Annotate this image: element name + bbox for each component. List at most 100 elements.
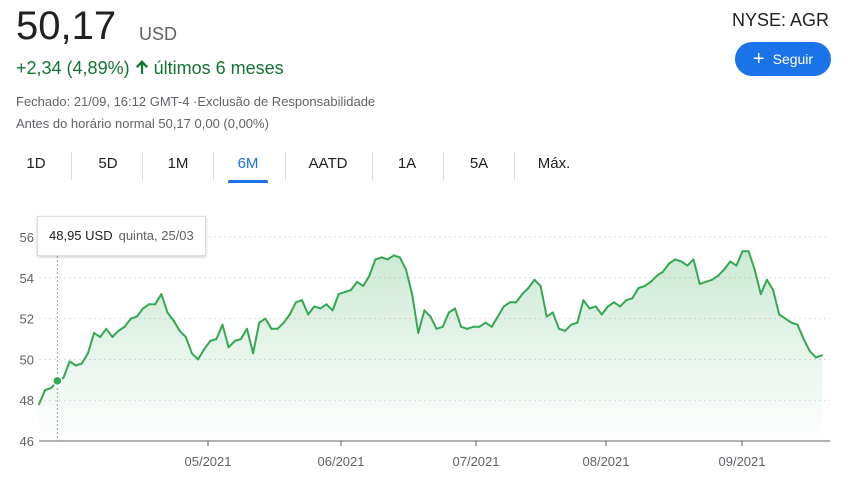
active-tab-indicator bbox=[228, 180, 268, 183]
stock-price: 50,17 bbox=[16, 4, 117, 48]
market-closed-info: Fechado: 21/09, 16:12 GMT-4 ·Exclusão de… bbox=[16, 94, 376, 109]
price-line-segment bbox=[551, 311, 560, 330]
price-line-segment bbox=[796, 323, 805, 340]
price-line-segment bbox=[227, 340, 236, 349]
price-line-segment bbox=[502, 301, 511, 308]
price-line-segment bbox=[246, 327, 255, 355]
tab-1m[interactable]: 1M bbox=[167, 155, 189, 172]
tab-divider bbox=[514, 152, 515, 180]
price-line-segment bbox=[680, 260, 689, 267]
price-line-segment bbox=[68, 360, 77, 367]
x-tick-label: 09/2021 bbox=[719, 454, 766, 469]
y-tick-label: 48 bbox=[20, 393, 34, 408]
price-line-segment bbox=[197, 348, 206, 361]
tab-max[interactable]: Máx. bbox=[537, 155, 571, 172]
price-line-segment bbox=[288, 301, 297, 316]
y-tick-label: 52 bbox=[20, 312, 34, 327]
price-line-segment bbox=[429, 315, 438, 330]
price-line-segment bbox=[264, 317, 273, 330]
price-line-segment bbox=[668, 258, 677, 265]
price-line-segment bbox=[93, 331, 102, 338]
price-line-segment bbox=[435, 325, 444, 330]
price-line-segment bbox=[239, 327, 248, 340]
price-line-segment bbox=[558, 327, 567, 332]
price-line-segment bbox=[478, 321, 487, 328]
follow-button[interactable]: + Seguir bbox=[735, 42, 831, 76]
price-line-segment bbox=[454, 307, 463, 328]
x-tick-label: 07/2021 bbox=[453, 454, 500, 469]
price-line-segment bbox=[190, 352, 199, 361]
price-line-segment bbox=[337, 291, 346, 296]
price-area-fill bbox=[39, 251, 822, 441]
arrow-up-icon bbox=[135, 58, 149, 80]
price-line-segment bbox=[606, 301, 615, 308]
price-line-segment bbox=[790, 321, 799, 326]
y-tick-label: 54 bbox=[20, 271, 34, 286]
price-line-segment bbox=[594, 305, 603, 316]
price-line-segment bbox=[662, 262, 671, 273]
price-line-segment bbox=[405, 268, 414, 296]
hover-tooltip: 48,95 USD quinta, 25/03 bbox=[37, 216, 206, 256]
price-line-segment bbox=[521, 287, 530, 296]
price-line-segment bbox=[674, 258, 683, 263]
tab-5a[interactable]: 5A bbox=[469, 155, 489, 172]
plus-icon: + bbox=[752, 48, 765, 70]
tab-1d[interactable]: 1D bbox=[26, 155, 46, 172]
price-line-segment bbox=[533, 278, 542, 287]
price-line-segment bbox=[704, 278, 713, 283]
price-line-segment bbox=[496, 305, 505, 318]
price-line-segment bbox=[313, 305, 322, 310]
price-line-segment bbox=[545, 311, 554, 318]
price-line-segment bbox=[784, 317, 793, 324]
price-line-segment bbox=[307, 305, 316, 316]
tab-divider bbox=[285, 152, 286, 180]
price-line-segment bbox=[319, 303, 328, 310]
tooltip-value: 48,95 USD bbox=[49, 228, 113, 243]
tab-divider bbox=[372, 152, 373, 180]
price-line-segment bbox=[411, 293, 420, 334]
price-line-segment bbox=[466, 325, 475, 330]
price-line-segment bbox=[86, 331, 96, 355]
price-line-segment bbox=[62, 360, 71, 379]
time-range-tabs: 1D 5D 1M 6M AATD 1A 5A Máx. bbox=[0, 150, 600, 186]
price-line-segment bbox=[184, 336, 193, 355]
price-chart[interactable]: 46 48 50 52 54 56 05/2021 06/2021 07/2021 08/202… bbox=[0, 195, 865, 484]
price-line-segment bbox=[398, 256, 407, 271]
price-line-segment bbox=[294, 299, 303, 304]
tab-aatd[interactable]: AATD bbox=[308, 155, 348, 172]
price-line-segment bbox=[778, 313, 787, 320]
tab-1a[interactable]: 1A bbox=[397, 155, 417, 172]
y-tick-label: 50 bbox=[20, 352, 34, 367]
price-line-segment bbox=[111, 329, 120, 338]
x-tick-label: 05/2021 bbox=[185, 454, 232, 469]
price-line-segment bbox=[380, 256, 389, 261]
price-line-segment bbox=[600, 305, 609, 316]
price-line-segment bbox=[460, 325, 469, 330]
price-line-segment bbox=[129, 315, 138, 320]
y-tick-label: 46 bbox=[20, 434, 34, 449]
price-line-segment bbox=[686, 258, 695, 267]
price-line-segment bbox=[735, 250, 744, 267]
ticker-symbol: NYSE: AGR bbox=[731, 10, 829, 30]
price-line-segment bbox=[203, 340, 212, 351]
price-line-segment bbox=[362, 274, 371, 287]
price-line-segment bbox=[123, 317, 132, 328]
tab-5d[interactable]: 5D bbox=[98, 155, 118, 172]
price-line-segment bbox=[80, 352, 89, 365]
tab-divider bbox=[213, 152, 214, 180]
tab-divider bbox=[142, 152, 143, 180]
price-line-segment bbox=[582, 299, 591, 310]
price-line-segment bbox=[154, 293, 163, 306]
tab-6m[interactable]: 6M bbox=[237, 155, 259, 172]
premarket-info: Antes do horário normal 50,17 0,00 (0,00… bbox=[16, 116, 269, 131]
price-line-segment bbox=[374, 256, 383, 261]
price-line-segment bbox=[99, 327, 108, 338]
price-line-segment bbox=[142, 303, 151, 310]
price-line-segment bbox=[331, 293, 340, 312]
price-line-segment bbox=[539, 285, 548, 318]
price-line-segment bbox=[710, 274, 719, 281]
price-line-segment bbox=[386, 254, 395, 261]
price-line-segment bbox=[649, 274, 658, 283]
price-line-segment bbox=[527, 278, 536, 289]
price-line-segment bbox=[221, 323, 230, 349]
